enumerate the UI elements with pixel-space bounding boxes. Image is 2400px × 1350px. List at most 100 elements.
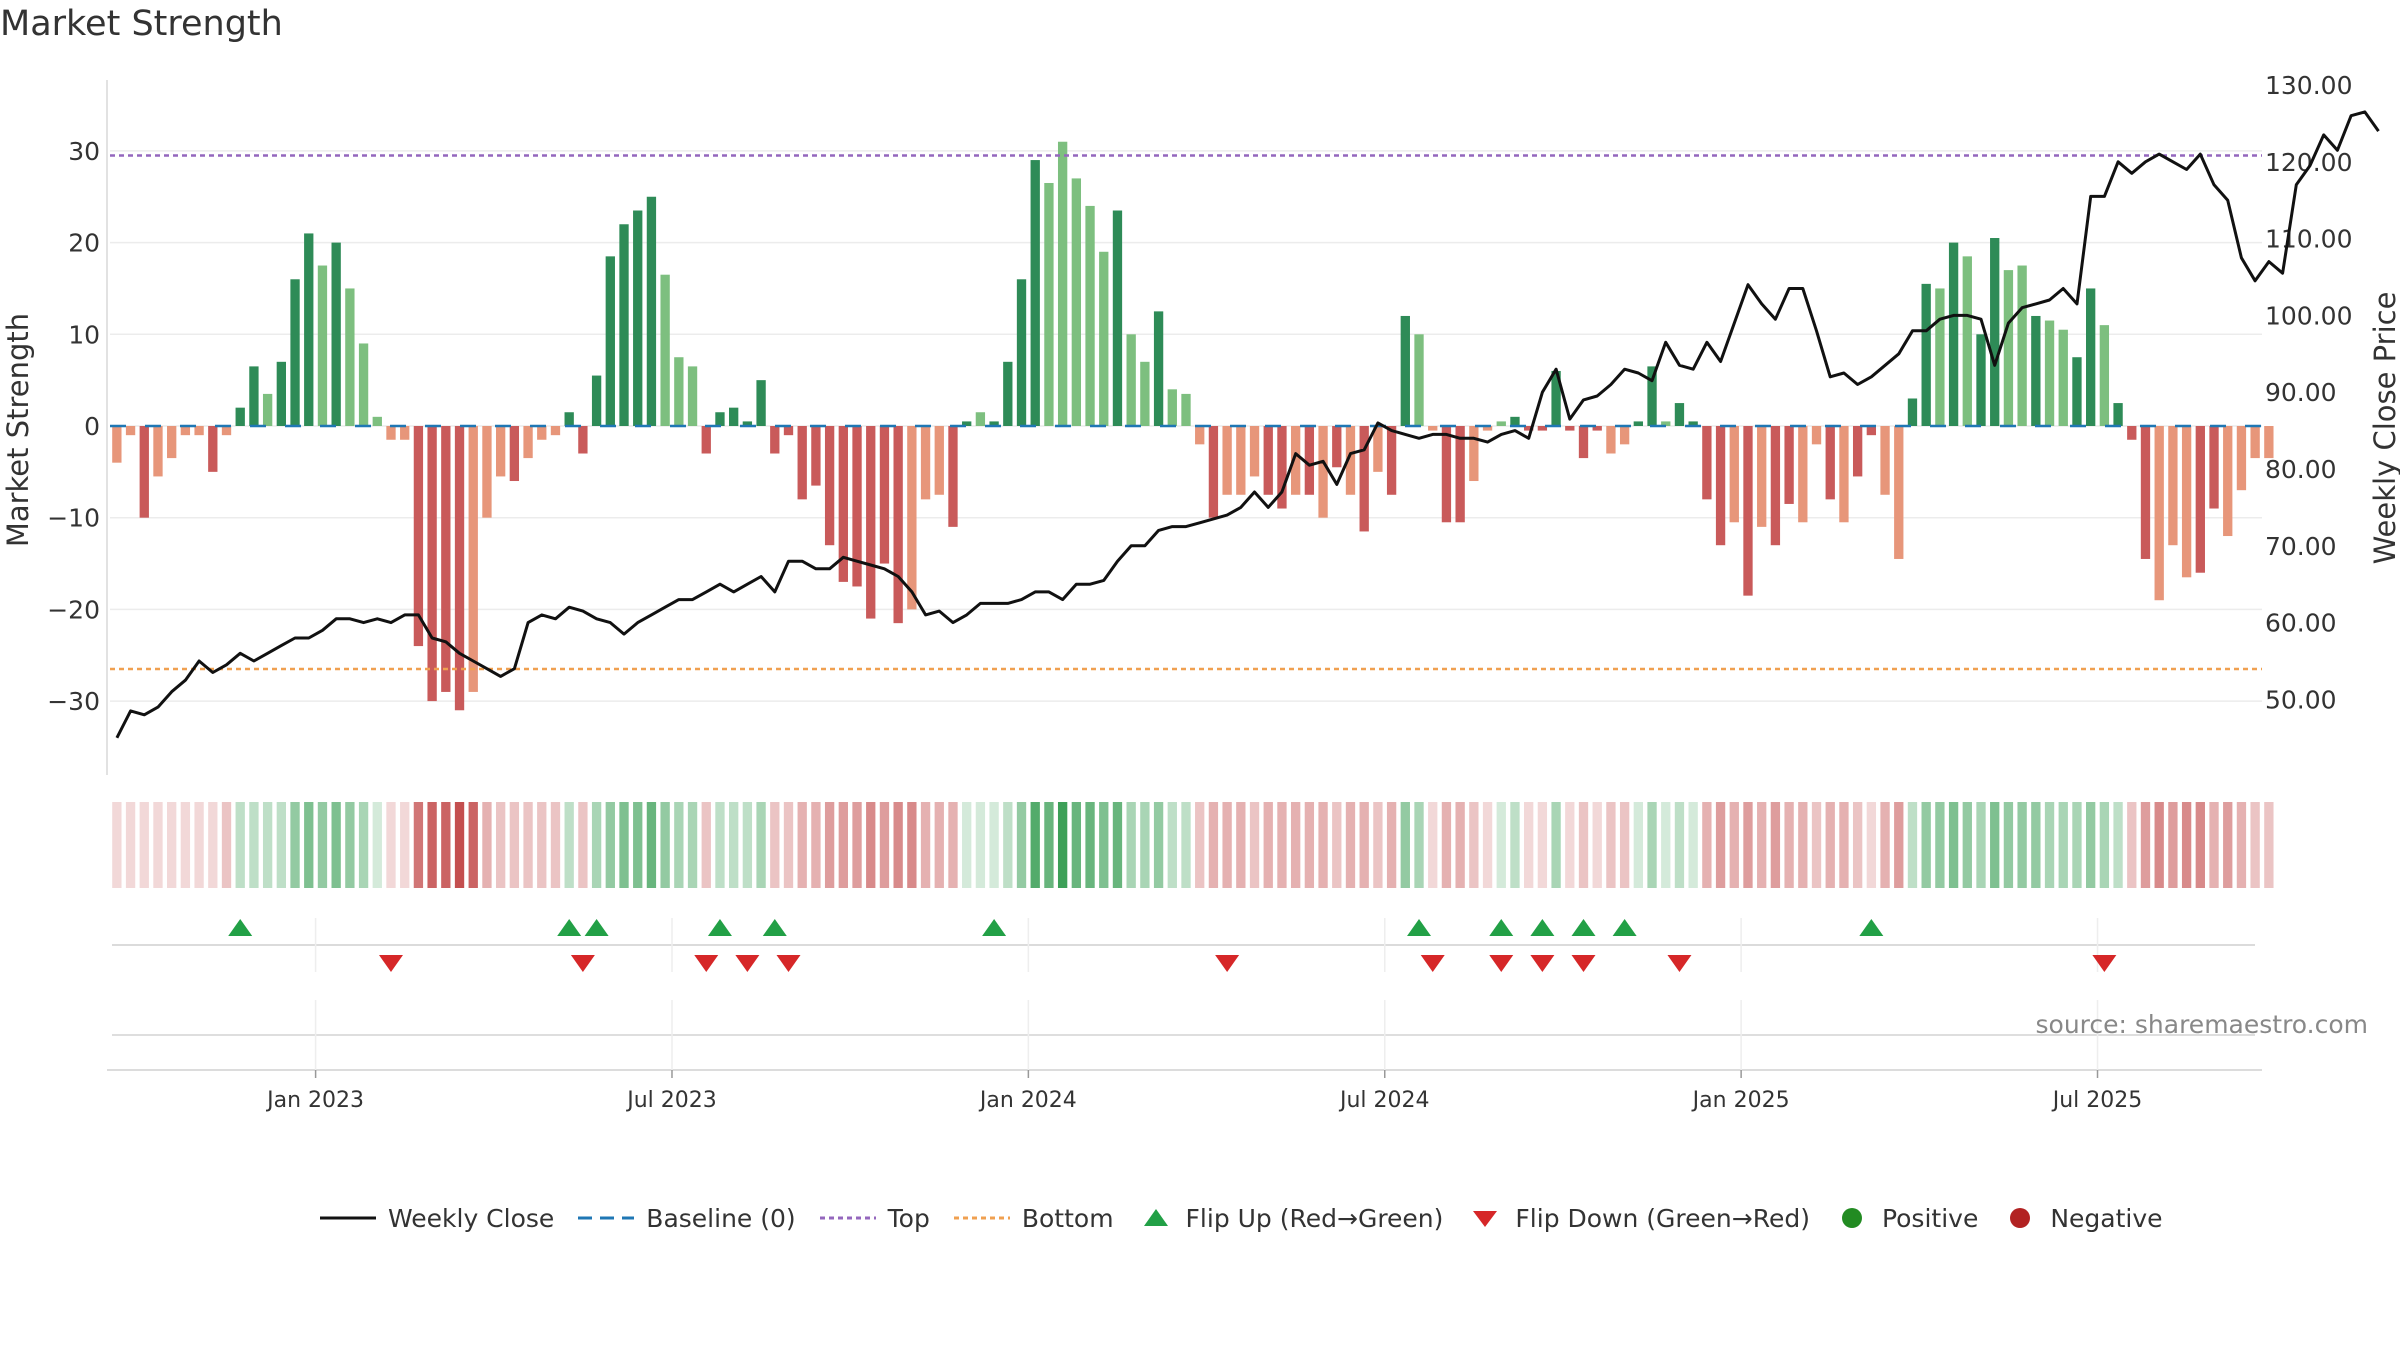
strength-bar: [934, 426, 944, 495]
strength-bar: [1441, 426, 1452, 523]
strength-bar: [1592, 426, 1602, 431]
strength-bar: [386, 426, 396, 440]
strength-bar: [1304, 426, 1315, 495]
x-tick-label: Jan 2024: [978, 1088, 1077, 1113]
strength-bar: [619, 224, 629, 426]
heat-cell: [1537, 802, 1548, 888]
heat-cell: [1277, 802, 1287, 888]
heat-cell: [975, 802, 986, 888]
strength-bar: [1263, 426, 1273, 495]
heat-cell: [2181, 802, 2192, 888]
strength-bar: [1866, 426, 1877, 436]
heat-cell: [2168, 802, 2178, 888]
heat-cell: [1455, 802, 1465, 888]
baseline-line-icon: [578, 1216, 635, 1220]
flip-down-marker: [1420, 955, 1445, 972]
y2-tick-label: 70.00: [2265, 532, 2337, 561]
strength-bar: [1770, 426, 1781, 546]
heat-cell: [1208, 802, 1219, 888]
heat-cell: [331, 802, 341, 888]
strength-bar: [523, 426, 533, 459]
heat-cell: [1400, 802, 1410, 888]
flip-up-marker: [1530, 919, 1555, 936]
heat-cell: [2099, 802, 2110, 888]
heat-cell: [290, 802, 300, 888]
flip-up-marker: [1407, 919, 1432, 936]
strength-bar: [208, 426, 218, 472]
heat-cell: [1044, 802, 1054, 888]
heat-cell: [756, 802, 766, 888]
source-text: source: sharemaestro.com: [2035, 1010, 2369, 1039]
heat-cell: [180, 802, 191, 888]
legend-label-negative: Negative: [2050, 1203, 2163, 1233]
heat-cell: [1249, 802, 1260, 888]
heat-cell: [1962, 802, 1972, 888]
strength-bar: [2250, 426, 2260, 459]
y2-tick-label: 120.00: [2265, 148, 2352, 177]
strength-bar: [1907, 398, 1918, 426]
flip-down-marker: [735, 955, 760, 972]
strength-bar: [1606, 426, 1616, 454]
heat-cell: [317, 802, 328, 888]
heat-cell: [742, 802, 753, 888]
strength-bar: [1386, 426, 1397, 495]
flip-up-marker: [982, 919, 1007, 936]
strength-bar: [2264, 426, 2274, 459]
strength-bar: [372, 416, 382, 426]
strength-bar: [687, 366, 698, 426]
strength-bar: [2223, 426, 2233, 537]
flip-down-marker: [1215, 955, 1240, 972]
strength-bar: [468, 426, 478, 692]
strength-bar: [1962, 256, 1972, 426]
strength-bar: [1318, 426, 1328, 518]
flip-down-marker: [1667, 955, 1692, 972]
strength-bar: [1757, 426, 1767, 527]
strength-bar: [1537, 426, 1548, 431]
heat-cell: [2017, 802, 2027, 888]
strength-bar: [1222, 426, 1232, 495]
heat-cell: [646, 802, 657, 888]
heat-cell: [1661, 802, 1671, 888]
heat-cell: [1784, 802, 1794, 888]
heat-cell: [550, 802, 561, 888]
strength-bar: [2127, 426, 2137, 440]
heat-cell: [1866, 802, 1877, 888]
y2-tick-label: 60.00: [2265, 609, 2337, 638]
heat-cell: [1990, 802, 2000, 888]
heat-cell: [2003, 802, 2014, 888]
strength-bar: [742, 421, 753, 426]
strength-bar: [509, 426, 520, 482]
strength-bar: [1990, 238, 2000, 426]
heat-cell: [2044, 802, 2055, 888]
heat-cell: [1332, 802, 1342, 888]
heat-cell: [1373, 802, 1383, 888]
legend-item-close: Weekly Close: [318, 1204, 554, 1233]
strength-bar: [167, 426, 177, 459]
flip-up-marker: [1571, 919, 1596, 936]
heat-cell: [2223, 802, 2233, 888]
heat-cell: [1935, 802, 1945, 888]
strength-bar: [1112, 210, 1123, 426]
legend-label-close: Weekly Close: [388, 1203, 555, 1233]
heat-cell: [125, 802, 136, 888]
strength-bar: [907, 426, 917, 610]
heat-cell: [1003, 802, 1013, 888]
strength-bar: [646, 196, 657, 426]
strength-bar: [2209, 426, 2219, 509]
strength-bar: [2099, 325, 2110, 426]
y2-tick-label: 130.00: [2265, 71, 2352, 100]
heat-cell: [1304, 802, 1315, 888]
heat-cell: [1318, 802, 1328, 888]
legend-label-positive: Positive: [1881, 1203, 1979, 1233]
y-tick-label: 10: [68, 320, 100, 349]
heat-cell: [1510, 802, 1520, 888]
heat-cell: [1469, 802, 1479, 888]
heat-cell: [372, 802, 382, 888]
y-tick-label: 0: [84, 412, 100, 441]
heat-cell: [523, 802, 533, 888]
strength-bar: [2003, 270, 2014, 426]
flip-down-marker: [378, 955, 403, 972]
strength-bar: [1030, 160, 1040, 426]
heat-cell: [633, 802, 643, 888]
heat-cell: [660, 802, 670, 888]
